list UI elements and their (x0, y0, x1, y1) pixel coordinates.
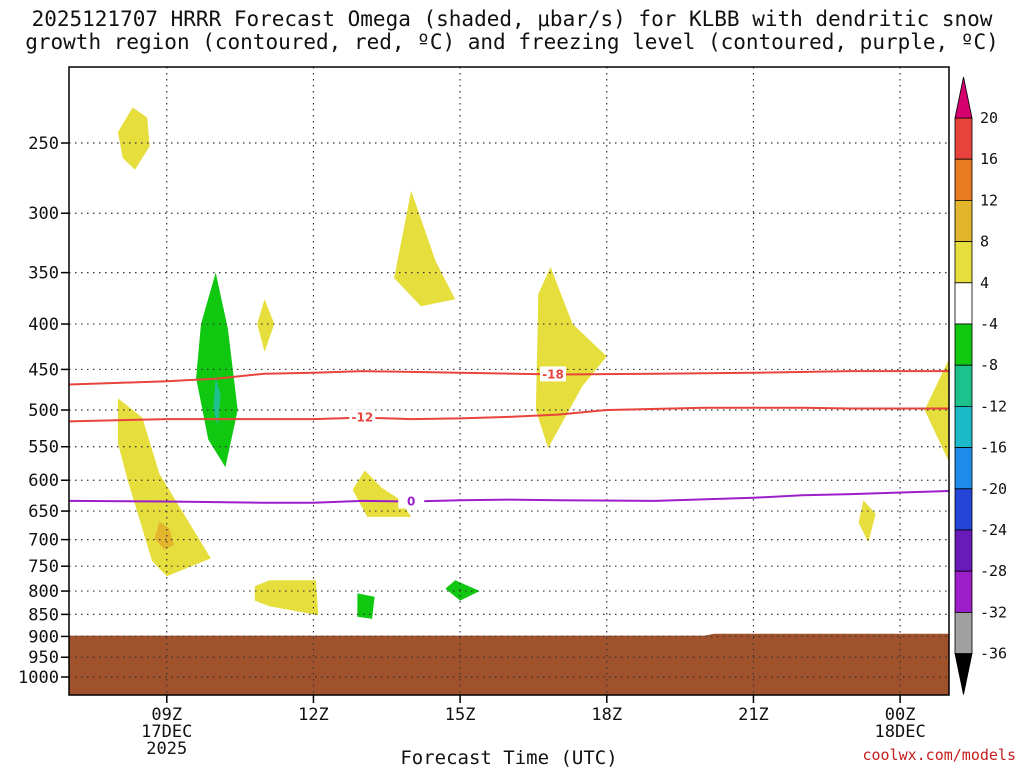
colorbar-label--16: -16 (980, 439, 1007, 457)
colorbar-label--24: -24 (980, 521, 1007, 539)
colorbar-bin-4 (954, 282, 973, 325)
colorbar-bottom-arrow (954, 653, 973, 695)
x-tick-sublabel-2025: 2025 (146, 739, 187, 759)
omega-pos-250 (117, 107, 150, 170)
omega-pos-620 (352, 470, 412, 517)
y-tick-label-800: 800 (28, 582, 59, 602)
y-tick-label-900: 900 (28, 627, 59, 647)
colorbar-label--8: -8 (980, 356, 998, 374)
contour--12 (68, 406, 949, 423)
colorbar-label-20: 20 (980, 109, 998, 127)
y-tick-label-300: 300 (28, 204, 59, 224)
chart-title-line-2: growth region (contoured, red, ºC) and f… (25, 30, 999, 54)
terrain-fill (69, 633, 949, 695)
y-tick-label-350: 350 (28, 264, 59, 284)
y-tick-label-1000: 1000 (18, 668, 59, 688)
colorbar-label-8: 8 (980, 233, 989, 251)
y-tick-label-850: 850 (28, 605, 59, 625)
y-tick-label-250: 250 (28, 134, 59, 154)
contour-label-bg-0 (398, 493, 425, 509)
colorbar-bin-6 (954, 364, 973, 407)
omega-pos-800 (254, 580, 319, 616)
omega-pos-680 (154, 521, 175, 550)
colorbar-bin-0 (954, 117, 973, 160)
x-tick-label-15Z: 15Z (445, 705, 476, 725)
colorbar-label--28: -28 (980, 562, 1007, 580)
colorbar-bin-7 (954, 405, 973, 448)
x-tick-label-00Z: 00Z (885, 705, 916, 725)
omega-neg-470 (213, 377, 221, 426)
x-tick-label-12Z: 12Z (298, 705, 329, 725)
colorbar-bin-5 (954, 323, 973, 366)
omega-neg-830 (357, 593, 375, 619)
plot-frame (68, 66, 950, 696)
colorbar-bin-9 (954, 488, 973, 531)
colorbar: 20 16 12 8 4 -4 -8 -12 -16 -20 -24 -28 -32 -36 (954, 76, 1007, 695)
x-tick-label-09Z: 09Z (151, 705, 182, 725)
colorbar-bin-3 (954, 241, 973, 284)
x-tick-sublabel-17DEC: 17DEC (141, 722, 192, 742)
colorbar-label--4: -4 (980, 315, 998, 333)
x-tick-label-18Z: 18Z (591, 705, 622, 725)
terrain-layer (69, 633, 949, 695)
contour-label-0: 0 (407, 494, 415, 508)
colorbar-bin-11 (954, 570, 973, 613)
colorbar-label-4: 4 (980, 274, 989, 292)
axes: 2503003504004505005506006507007508008509… (18, 66, 950, 759)
gridlines (69, 67, 949, 695)
x-tick-label-21Z: 21Z (738, 705, 769, 725)
omega-pos-420 (535, 267, 607, 449)
colorbar-bin-2 (954, 199, 973, 242)
omega-shading-layer (117, 107, 949, 619)
colorbar-label-12: 12 (980, 191, 998, 209)
chart-title: 2025121707 HRRR Forecast Omega (shaded, … (0, 8, 1024, 54)
omega-pos-low-left (117, 398, 211, 577)
y-tick-label-950: 950 (28, 648, 59, 668)
omega-pos-500 (924, 359, 949, 462)
y-tick-label-400: 400 (28, 315, 59, 335)
contour-label--12: -12 (351, 411, 373, 425)
y-tick-label-500: 500 (28, 401, 59, 421)
colorbar-top-arrow (954, 76, 973, 119)
omega-pos-670 (858, 500, 876, 543)
colorbar-label-16: 16 (980, 150, 998, 168)
y-tick-label-650: 650 (28, 502, 59, 522)
y-tick-label-600: 600 (28, 471, 59, 491)
colorbar-label--32: -32 (980, 603, 1007, 621)
y-tick-label-450: 450 (28, 360, 59, 380)
contour-label--18: -18 (542, 367, 564, 381)
colorbar-bin-8 (954, 447, 973, 490)
y-tick-label-750: 750 (28, 557, 59, 577)
contour-label-bg--18 (540, 366, 566, 382)
contour-0 (68, 490, 950, 504)
y-tick-label-700: 700 (28, 531, 59, 551)
colorbar-bin-12 (954, 612, 973, 655)
colorbar-bin-10 (954, 529, 973, 572)
colorbar-label--36: -36 (980, 645, 1007, 663)
contour-label-bg--12 (349, 409, 376, 425)
contour-layer: -18 -12 0 (68, 366, 950, 509)
y-tick-label-550: 550 (28, 438, 59, 458)
colorbar-label--20: -20 (980, 480, 1007, 498)
chart-title-line-1: 2025121707 HRRR Forecast Omega (shaded, … (31, 7, 993, 31)
x-axis-title: Forecast Time (UTC) (400, 747, 617, 768)
colorbar-bin-1 (954, 158, 973, 201)
contour--18 (68, 370, 949, 386)
x-tick-sublabel-18DEC: 18DEC (875, 722, 926, 742)
omega-pos-320 (394, 190, 456, 307)
omega-neg-800 (445, 580, 480, 601)
colorbar-label--12: -12 (980, 397, 1007, 415)
omega-pos-400 (257, 299, 275, 352)
site-credit[interactable]: coolwx.com/models (862, 746, 1016, 764)
